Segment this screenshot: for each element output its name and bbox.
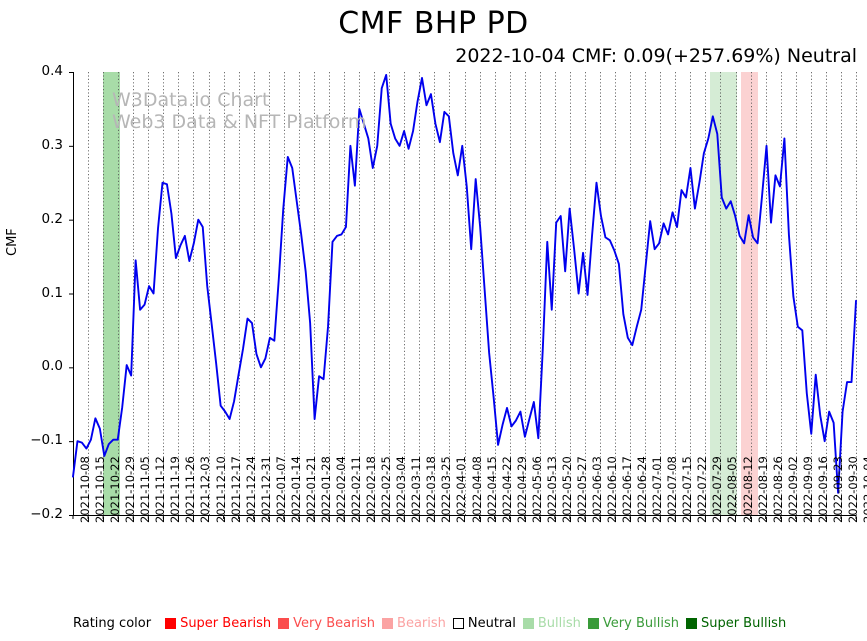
x-tick-label: 2021-10-15 — [93, 456, 108, 523]
x-tick-label: 2022-01-14 — [288, 456, 303, 523]
x-tick-label: 2022-09-30 — [845, 456, 860, 523]
legend-label: Super Bullish — [700, 616, 787, 631]
x-tick-label: 2022-01-21 — [303, 456, 318, 523]
x-tick-label: 2022-05-13 — [544, 456, 559, 523]
legend-entry[interactable]: Super Bearish — [165, 616, 271, 631]
legend-label: Bearish — [397, 616, 446, 631]
x-tick-label: 2021-12-17 — [228, 456, 243, 523]
legend-entry[interactable]: Neutral — [452, 616, 516, 631]
x-tick-label: 2022-02-04 — [333, 456, 348, 523]
chart-subtitle: 2022-10-04 CMF: 0.09(+257.69%) Neutral — [455, 45, 857, 67]
x-tick-label: 2022-04-08 — [469, 456, 484, 523]
legend-swatch-icon — [452, 618, 464, 629]
x-tick-label: 2022-05-20 — [559, 456, 574, 523]
x-tick-label: 2022-08-19 — [755, 456, 770, 523]
x-tick-label: 2022-03-11 — [409, 456, 424, 523]
y-tick-label: −0.2 — [30, 506, 63, 522]
x-tick-label: 2022-04-22 — [499, 456, 514, 523]
x-tick-label: 2022-08-12 — [740, 456, 755, 523]
x-tick-label: 2021-10-08 — [78, 456, 92, 523]
legend-swatch-icon — [685, 618, 697, 629]
x-tick-label: 2022-09-09 — [800, 456, 815, 523]
y-tick-label: 0.2 — [41, 210, 63, 227]
x-tick-label: 2021-11-19 — [168, 456, 183, 523]
x-tick-label: 2022-01-28 — [318, 456, 333, 523]
legend-entry[interactable]: Bullish — [522, 616, 581, 631]
highlight-band-0 — [103, 72, 120, 515]
x-tick-label: 2021-12-10 — [213, 456, 228, 523]
x-tick-label: 2022-06-10 — [605, 456, 620, 523]
x-tick-label: 2022-05-06 — [529, 456, 544, 523]
legend-swatch-icon — [587, 618, 599, 629]
legend-entry[interactable]: Super Bullish — [685, 616, 787, 631]
legend-label: Neutral — [467, 616, 516, 631]
x-tick-label: 2022-06-17 — [620, 456, 635, 523]
legend-label: Very Bullish — [602, 616, 679, 631]
x-tick-label: 2021-12-31 — [258, 456, 273, 523]
x-tick-label: 2022-04-15 — [484, 456, 499, 523]
y-tick-label: −0.1 — [30, 432, 63, 449]
legend: Rating color Super Bearish Very Bearish Be… — [73, 616, 793, 631]
legend-label: Very Bearish — [293, 616, 376, 631]
x-tick-label: 2022-08-05 — [725, 456, 740, 523]
y-tick-label: 0.1 — [41, 284, 63, 301]
legend-swatch-icon — [278, 618, 290, 629]
x-tick-label: 2022-02-11 — [349, 456, 364, 523]
x-tick-label: 2022-08-26 — [770, 456, 785, 523]
x-tick-label: 2022-09-23 — [830, 456, 845, 523]
x-tick-label: 2022-06-03 — [589, 456, 604, 523]
highlight-band-1 — [710, 72, 737, 515]
x-tick-label: 2022-02-18 — [364, 456, 379, 523]
x-tick-label: 2021-11-05 — [138, 456, 153, 523]
legend-entry[interactable]: Very Bullish — [587, 616, 679, 631]
legend-entry[interactable]: Very Bearish — [278, 616, 375, 631]
y-tick-label: 0.3 — [41, 136, 63, 153]
legend-entry[interactable]: Bearish — [382, 616, 446, 631]
x-tick-label: 2022-06-24 — [635, 456, 650, 523]
x-tick-label: 2022-07-22 — [695, 456, 710, 523]
chart-title: CMF BHP PD — [338, 6, 529, 41]
x-tick-label: 2022-01-07 — [273, 456, 288, 523]
legend-swatch-icon — [382, 618, 394, 629]
x-tick-label: 2022-03-18 — [424, 456, 439, 523]
x-tick-label: 2022-02-25 — [379, 456, 394, 523]
x-tick-label: 2022-10-04 — [861, 456, 867, 523]
x-tick-label: 2022-04-29 — [514, 456, 529, 523]
x-tick-label: 2021-10-22 — [108, 456, 123, 523]
highlight-band-2 — [741, 72, 758, 515]
x-tick-label: 2022-07-29 — [710, 456, 725, 523]
x-tick-label: 2022-04-01 — [454, 456, 469, 523]
x-tick-label: 2021-11-12 — [153, 456, 168, 523]
x-tick-label: 2021-12-03 — [198, 456, 213, 523]
x-tick-label: 2022-09-02 — [785, 456, 800, 523]
x-tick-label: 2021-12-24 — [243, 456, 258, 523]
x-tick-label: 2022-07-15 — [680, 456, 695, 523]
x-tick-label: 2022-03-04 — [394, 456, 409, 523]
legend-title: Rating color — [73, 616, 152, 631]
data-line-cmf — [72, 74, 857, 494]
legend-swatch-icon — [165, 618, 177, 629]
x-tick-label: 2021-11-26 — [183, 456, 198, 523]
y-tick-label: 0.4 — [41, 63, 63, 79]
x-tick-label: 2022-05-27 — [574, 456, 589, 523]
x-tick-label: 2021-10-29 — [123, 456, 138, 523]
x-tick-label: 2022-07-08 — [665, 456, 680, 523]
x-tick-label: 2022-09-16 — [815, 456, 830, 523]
x-tick-label: 2022-07-01 — [650, 456, 665, 523]
legend-label: Bullish — [537, 616, 581, 631]
y-tick-label: 0.0 — [41, 358, 63, 375]
legend-label: Super Bearish — [180, 616, 272, 631]
x-tick-label: 2022-03-25 — [439, 456, 454, 523]
legend-swatch-icon — [522, 618, 534, 629]
